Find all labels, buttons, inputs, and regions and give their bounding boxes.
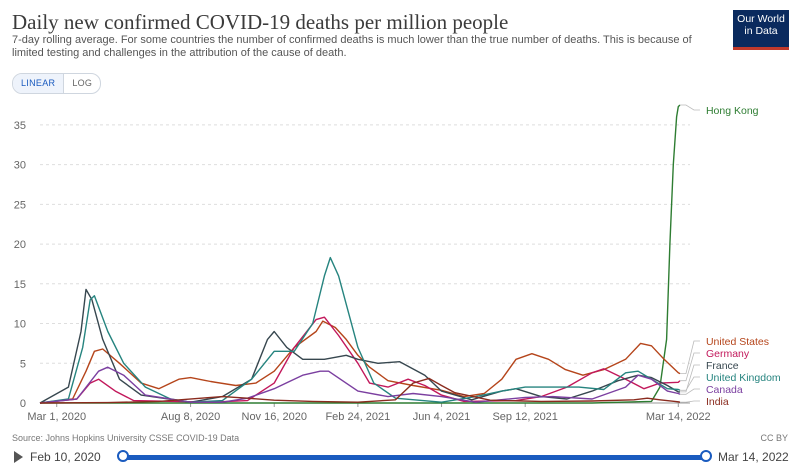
- series-line-canada[interactable]: [39, 366, 681, 404]
- legend-connector-5: [680, 388, 700, 395]
- legend-connector-4: [680, 376, 700, 391]
- y-tick-label-2: 10: [14, 319, 26, 331]
- series-line-india[interactable]: [39, 377, 681, 404]
- legend-connector-0: [680, 104, 700, 111]
- y-tick-label-3: 15: [14, 279, 26, 291]
- chart-legend: Hong Kong United StatesGermanyFranceUnite…: [680, 104, 781, 408]
- legend-connector-3: [680, 364, 700, 393]
- license-label[interactable]: CC BY: [760, 433, 788, 443]
- chart-subtitle: 7-day rolling average. For some countrie…: [12, 34, 692, 59]
- owid-logo[interactable]: Our World in Data: [733, 10, 789, 50]
- log-scale-button[interactable]: LOG: [72, 78, 93, 88]
- legend-label-united-states[interactable]: United States: [706, 336, 769, 348]
- timeline[interactable]: Feb 10, 2020 Mar 14, 2022: [0, 446, 800, 468]
- timeline-start-date: Feb 10, 2020: [30, 450, 101, 464]
- y-tick-label-5: 25: [14, 199, 26, 211]
- scale-toggle[interactable]: LINEAR LOG: [12, 73, 102, 94]
- x-axis: Mar 1, 2020 Aug 8, 2020 Nov 16, 2020 Feb 24…: [27, 403, 711, 423]
- y-tick-label-4: 20: [14, 239, 26, 251]
- source-note: Source: Johns Hopkins University CSSE CO…: [12, 433, 240, 443]
- x-tick-label-3: Feb 24, 2021: [325, 411, 390, 423]
- x-tick-label-6: Mar 14, 2022: [646, 411, 711, 423]
- play-icon[interactable]: [14, 451, 23, 463]
- legend-label-france[interactable]: France: [706, 360, 739, 372]
- line-chart: 0 5 10 15 20 25 30 35 Mar 1, 2020 Aug 8, 2020 Nov…: [14, 104, 781, 423]
- chart-series: [39, 104, 681, 404]
- x-tick-label-0: Mar 1, 2020: [27, 411, 86, 423]
- timeline-start-handle[interactable]: [117, 450, 129, 462]
- legend-label-germany[interactable]: Germany: [706, 348, 750, 360]
- timeline-track[interactable]: [123, 455, 706, 460]
- y-tick-label-1: 5: [20, 358, 26, 370]
- x-tick-label-1: Aug 8, 2020: [161, 411, 220, 423]
- timeline-end-date: Mar 14, 2022: [718, 450, 789, 464]
- legend-label-india[interactable]: India: [706, 396, 729, 408]
- linear-scale-button[interactable]: LINEAR: [13, 74, 65, 93]
- chart-grid: 0 5 10 15 20 25 30 35: [14, 120, 690, 410]
- y-tick-label-6: 30: [14, 160, 26, 172]
- legend-label-canada[interactable]: Canada: [706, 384, 743, 396]
- x-tick-label-2: Nov 16, 2020: [242, 411, 307, 423]
- series-line-united-kingdom[interactable]: [39, 256, 681, 404]
- legend-connector-2: [680, 352, 700, 382]
- timeline-end-handle[interactable]: [700, 450, 712, 462]
- legend-connector-6: [680, 400, 700, 403]
- legend-label-hong-kong[interactable]: Hong Kong: [706, 105, 759, 117]
- y-tick-label-0: 0: [20, 398, 26, 410]
- legend-connector-1: [680, 340, 700, 375]
- legend-label-united-kingdom[interactable]: United Kingdom: [706, 372, 781, 384]
- x-tick-label-5: Sep 12, 2021: [492, 411, 557, 423]
- series-line-hong-kong[interactable]: [40, 104, 681, 404]
- chart-title: Daily new confirmed COVID-19 deaths per …: [12, 10, 509, 34]
- x-tick-label-4: Jun 4, 2021: [413, 411, 471, 423]
- series-line-france[interactable]: [39, 288, 680, 404]
- series-line-germany[interactable]: [39, 316, 681, 404]
- y-tick-label-7: 35: [14, 120, 26, 132]
